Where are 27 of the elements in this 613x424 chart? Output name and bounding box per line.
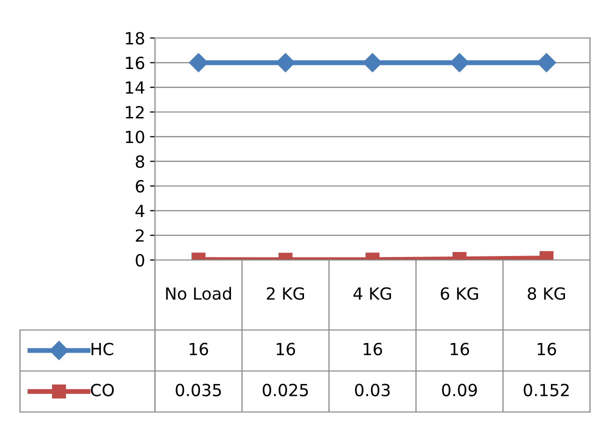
y-tick-label: 0: [136, 254, 144, 267]
y-tick-label: 8: [136, 155, 144, 168]
y-tick-label: 12: [126, 106, 144, 118]
data-label: 0.025: [262, 384, 308, 396]
data-label: 0.152: [524, 384, 569, 396]
y-tick-label: 6: [136, 180, 144, 193]
data-label: 0.03: [355, 384, 390, 396]
y-tick-label: 10: [126, 130, 144, 144]
y-tick-label: 4: [135, 204, 144, 217]
x-tick-label: 8 KG: [528, 287, 566, 300]
x-tick-label: 6 KG: [440, 287, 478, 300]
x-tick-label: No Load: [166, 286, 231, 300]
x-tick-label: 4 KG: [353, 287, 392, 300]
x-tick-label: 2 KG: [266, 287, 304, 300]
y-tick-label: 16: [126, 56, 144, 70]
y-tick-label: 14: [126, 82, 144, 94]
legend-label: CO: [90, 384, 114, 396]
legend-label: HC: [92, 342, 114, 356]
data-label: 0.035: [176, 384, 221, 396]
data-label: 16: [190, 342, 208, 356]
data-label: 16: [276, 342, 296, 356]
data-label: 16: [364, 342, 382, 356]
y-tick-label: 2: [136, 229, 144, 242]
data-label: 16: [538, 342, 556, 356]
data-label: 16: [450, 342, 470, 356]
y-tick-label: 18: [126, 32, 144, 45]
data-label: 0.09: [442, 384, 477, 396]
